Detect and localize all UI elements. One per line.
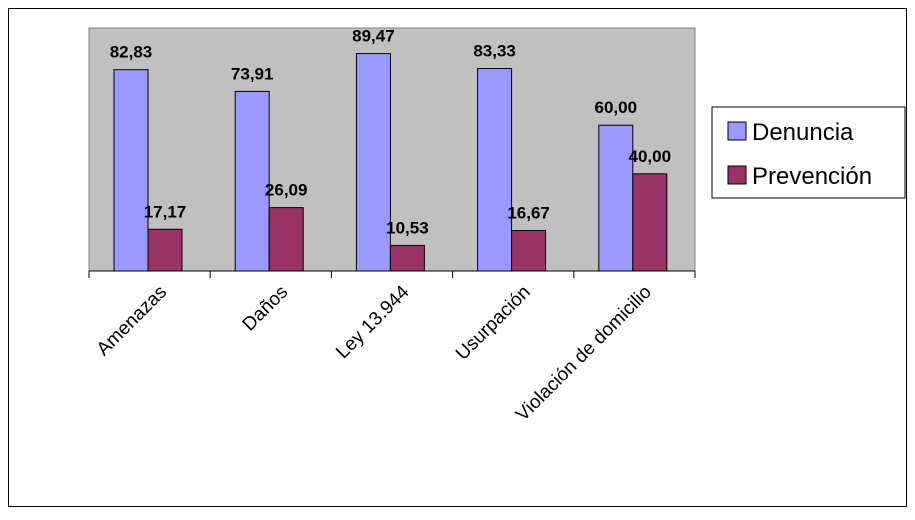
- bar-prevencion-ley-13-944: [389, 244, 425, 272]
- bar-prevencion-usurpacion: [511, 229, 547, 272]
- legend-swatch-prevencion: [727, 165, 747, 185]
- data-label-prevencion-violacion-de-domicilio: 40,00: [629, 147, 672, 166]
- bar-prevencion-danos: [268, 207, 304, 272]
- plot-area: [88, 27, 696, 272]
- data-label-denuncia-ley-13-944: 89,47: [352, 27, 395, 46]
- bars-layer: [113, 53, 668, 272]
- data-label-prevencion-ley-13-944: 10,53: [386, 218, 429, 237]
- data-label-prevencion-danos: 26,09: [265, 181, 308, 200]
- data-labels: 82,83 17,17 73,91 26,09 89,47 10,53 83,33 16,67…: [110, 27, 671, 238]
- data-label-denuncia-amenazas: 82,83: [110, 43, 153, 62]
- data-label-prevencion-usurpacion: 16,67: [507, 203, 550, 222]
- bar-prevencion-amenazas: [147, 228, 183, 272]
- data-label-denuncia-violacion-de-domicilio: 60,00: [595, 98, 638, 117]
- legend-swatch-denuncia: [727, 121, 747, 141]
- bar-denuncia-amenazas: [113, 69, 149, 272]
- legend-label-prevencion: Prevención: [752, 163, 872, 190]
- data-label-denuncia-danos: 73,91: [231, 64, 274, 83]
- data-label-denuncia-usurpacion: 83,33: [473, 42, 516, 61]
- data-label-prevencion-amenazas: 17,17: [144, 202, 187, 221]
- bar-prevencion-violacion-de-domicilio: [632, 173, 668, 272]
- bar-denuncia-usurpacion: [477, 68, 513, 272]
- bar-denuncia-ley-13-944: [355, 53, 391, 272]
- legend: Denuncia Prevención: [711, 106, 906, 199]
- legend-label-denuncia: Denuncia: [752, 119, 854, 146]
